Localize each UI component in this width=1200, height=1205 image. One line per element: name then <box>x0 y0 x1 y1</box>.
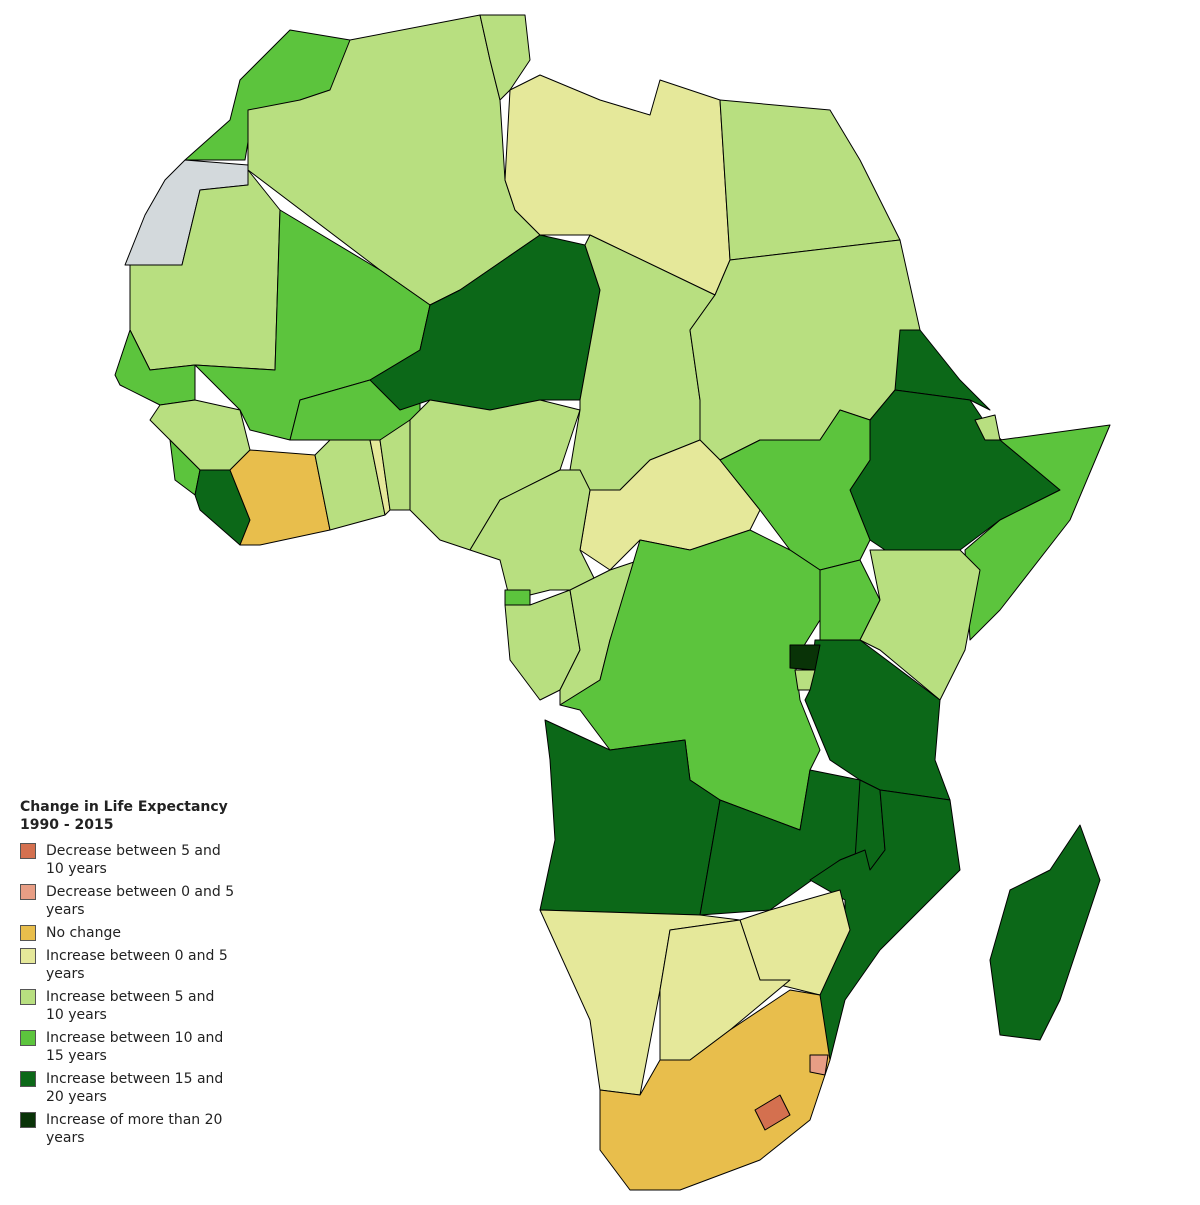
country <box>129 169 281 371</box>
country <box>809 1054 829 1076</box>
legend-swatch <box>20 1071 36 1087</box>
legend-items: Decrease between 5 and 10 years Decrease … <box>20 842 260 1147</box>
legend-item: Increase between 15 and 20 years <box>20 1070 260 1106</box>
country <box>964 424 1111 641</box>
country <box>794 669 816 691</box>
country <box>719 99 901 261</box>
legend-label: No change <box>46 925 122 941</box>
legend-swatch <box>20 843 36 859</box>
legend-swatch <box>20 948 36 964</box>
legend-swatch <box>20 1112 36 1128</box>
legend-title: Change in Life Expectancy 1990 - 2015 <box>20 799 228 833</box>
legend-swatch <box>20 1030 36 1046</box>
legend-swatch <box>20 884 36 900</box>
legend-label: Decrease between 5 and 10 years <box>46 843 221 877</box>
legend-item: Increase between 0 and 5 years <box>20 947 260 983</box>
country <box>469 469 601 601</box>
legend-item: Decrease between 0 and 5 years <box>20 883 260 919</box>
legend-item: Decrease between 5 and 10 years <box>20 842 260 878</box>
legend-label: Increase between 0 and 5 years <box>46 948 228 982</box>
country <box>754 1094 791 1131</box>
legend-label: Increase between 5 and 10 years <box>46 989 215 1023</box>
country <box>789 644 821 671</box>
legend-label: Increase between 15 and 20 years <box>46 1071 224 1105</box>
legend-item: Increase between 5 and 10 years <box>20 988 260 1024</box>
legend-swatch <box>20 925 36 941</box>
legend-swatch <box>20 989 36 1005</box>
legend-item: No change <box>20 924 260 942</box>
country <box>149 399 251 471</box>
country <box>579 439 761 571</box>
legend-label: Increase of more than 20 years <box>46 1112 223 1146</box>
legend-label: Increase between 10 and 15 years <box>46 1030 224 1064</box>
country <box>989 824 1101 1041</box>
country <box>314 439 386 531</box>
legend-item: Increase between 10 and 15 years <box>20 1029 260 1065</box>
legend-label: Decrease between 0 and 5 years <box>46 884 235 918</box>
country <box>504 589 531 606</box>
legend: Change in Life Expectancy 1990 - 2015 De… <box>20 798 260 1152</box>
country <box>599 989 831 1191</box>
legend-item: Increase of more than 20 years <box>20 1111 260 1147</box>
